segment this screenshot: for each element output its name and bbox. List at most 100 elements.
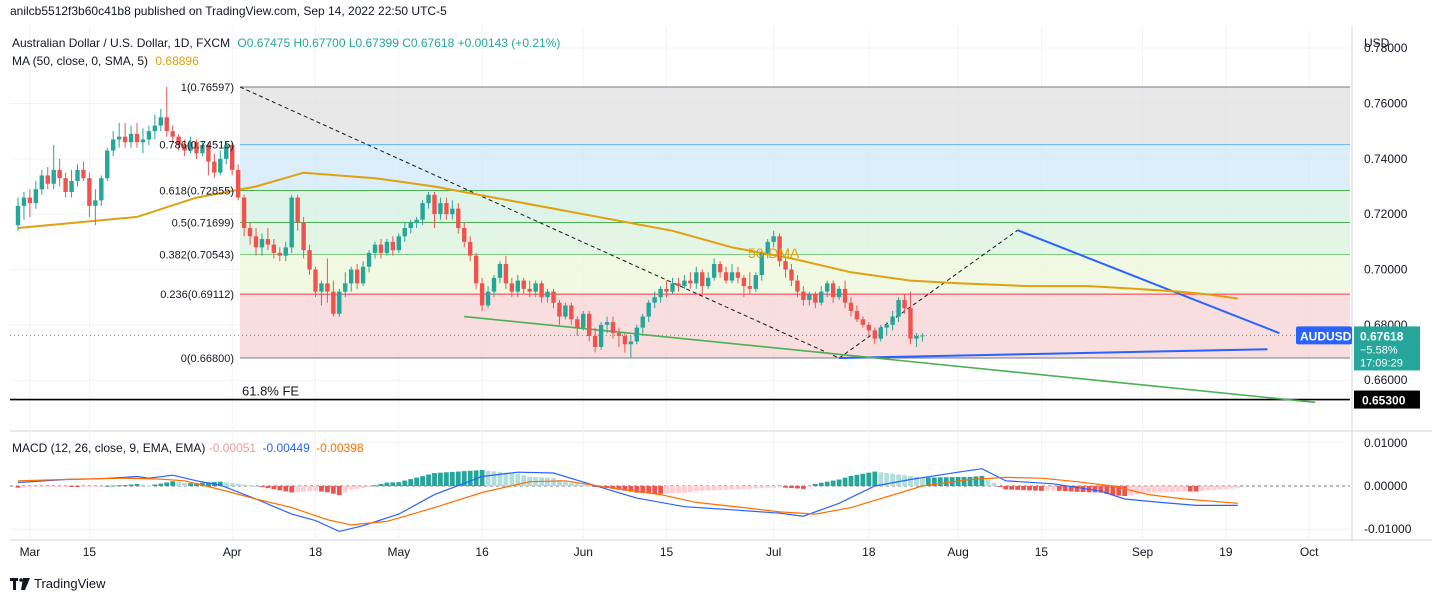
macd-histogram-bar	[461, 471, 467, 486]
candle-body	[854, 311, 860, 320]
candle-body	[235, 169, 241, 198]
macd-histogram-bar	[925, 477, 931, 486]
macd-histogram-bar	[45, 486, 51, 487]
candle-body	[825, 283, 830, 292]
macd-histogram-bar	[1229, 486, 1235, 489]
candle-body	[866, 324, 872, 331]
candle-body	[105, 150, 110, 179]
macd-histogram-bar	[1068, 486, 1074, 492]
candle-body	[652, 297, 657, 303]
candle-body	[527, 288, 532, 292]
candle-body	[39, 175, 44, 190]
macd-histogram-bar	[92, 486, 98, 487]
macd-histogram-bar	[51, 486, 57, 487]
candle-body	[295, 197, 300, 223]
macd-histogram-bar	[1163, 486, 1169, 493]
time-tick-label: 15	[1035, 545, 1049, 559]
macd-histogram-bar	[717, 486, 723, 490]
candle-body	[610, 322, 616, 334]
candle-body	[694, 272, 699, 284]
price-tag	[1354, 326, 1420, 371]
candle-body	[212, 161, 217, 173]
candle-body	[21, 197, 27, 206]
macd-histogram-bar	[104, 485, 110, 487]
candle-body	[563, 305, 568, 317]
macd-histogram-bar	[39, 486, 45, 487]
macd-histogram-bar	[967, 476, 973, 486]
macd-histogram-bar	[801, 486, 806, 489]
macd-histogram-bar	[313, 486, 318, 491]
macd-hist-value: -0.00051	[208, 441, 257, 455]
macd-histogram-bar	[592, 486, 598, 487]
candle-body	[438, 203, 443, 215]
fib-level-label: 0(0.66800)	[181, 353, 234, 365]
macd-histogram-bar	[830, 480, 836, 486]
tradingview-logo[interactable]: TradingView	[10, 576, 106, 591]
macd-histogram-bar	[116, 485, 122, 487]
support-trendline	[839, 348, 1268, 360]
macd-histogram-bar	[259, 486, 265, 488]
candle-body	[842, 288, 848, 303]
candle-body	[771, 236, 776, 242]
price-tick-label: 0.78000	[1364, 41, 1408, 55]
macd-histogram-bar	[432, 473, 437, 486]
time-tick-label: Aug	[947, 545, 968, 559]
candle-body	[896, 299, 901, 317]
price-tag-value: 0.67618	[1360, 329, 1404, 343]
candle-body	[646, 302, 651, 317]
candle-body	[265, 239, 271, 245]
candle-body	[319, 283, 324, 292]
macd-histogram-bar	[217, 481, 223, 486]
candle-body	[99, 178, 104, 201]
macd-histogram-bar	[146, 485, 152, 487]
macd-histogram-bar	[438, 472, 443, 486]
time-tick-label: May	[387, 545, 410, 559]
candle-body	[658, 288, 663, 298]
candle-body	[783, 261, 788, 270]
candle-body	[122, 136, 128, 143]
fib-zone	[240, 190, 1350, 223]
candle-body	[509, 283, 515, 292]
candle-body	[87, 178, 92, 206]
time-tick-label: Oct	[1300, 545, 1319, 559]
macd-histogram-bar	[241, 484, 247, 486]
macd-histogram-bar	[854, 474, 860, 486]
macd-histogram-bar	[1104, 486, 1110, 494]
candle-body	[789, 269, 794, 281]
candle-body	[741, 277, 747, 287]
candle-body	[462, 228, 467, 242]
candle-body	[551, 291, 556, 303]
falling-support-line	[464, 315, 1316, 404]
candle-body	[57, 169, 62, 179]
candle-body	[313, 269, 318, 292]
macd-histogram-bar	[795, 486, 800, 489]
macd-histogram-bar	[1235, 486, 1241, 489]
candle-body	[432, 194, 437, 215]
macd-histogram-bar	[164, 482, 170, 486]
macd-histogram-bar	[378, 483, 384, 486]
macd-histogram-bar	[277, 486, 283, 491]
macd-histogram-bar	[991, 482, 997, 486]
macd-histogram-bar	[759, 486, 765, 489]
macd-histogram-bar	[509, 473, 515, 486]
candle-body	[872, 330, 877, 339]
time-tick-label: 19	[1219, 545, 1233, 559]
fib-level-label: 1(0.76597)	[181, 82, 234, 94]
candle-body	[325, 283, 330, 292]
macd-histogram-bar	[634, 486, 640, 493]
time-tick-label: Sep	[1132, 545, 1154, 559]
fib-zone	[240, 86, 1350, 145]
candle-body	[331, 291, 336, 314]
macd-histogram-bar	[1092, 486, 1098, 493]
macd-histogram-bar	[63, 486, 68, 487]
candle-body	[224, 144, 229, 159]
macd-signal-line	[17, 476, 1238, 526]
ma-label: MA (50, close, 0, SMA, 5)	[12, 54, 149, 68]
macd-histogram-bar	[57, 486, 63, 487]
dashed-rebound-line	[838, 229, 1018, 359]
macd-histogram-bar	[265, 486, 271, 489]
currency-label: USD	[1364, 36, 1390, 50]
macd-histogram-bar	[342, 486, 348, 493]
macd-histogram-bar	[908, 475, 913, 486]
